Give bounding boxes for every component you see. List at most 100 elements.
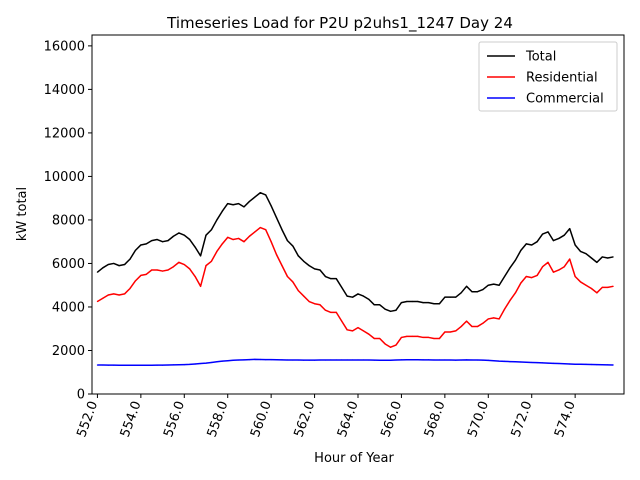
data-point: [596, 292, 598, 294]
data-point: [411, 335, 413, 337]
data-point: [520, 361, 522, 363]
data-point: [161, 364, 164, 366]
data-point: [607, 286, 609, 288]
data-point: [541, 266, 544, 268]
data-point: [585, 253, 587, 255]
data-point: [324, 359, 327, 361]
data-point: [536, 274, 538, 277]
data-point: [460, 359, 462, 361]
data-point: [547, 231, 549, 233]
data-point: [601, 256, 603, 258]
data-point: [281, 265, 283, 267]
data-point: [156, 238, 158, 241]
x-tick-label: 552.0: [74, 399, 101, 439]
data-point: [227, 236, 229, 238]
data-point: [254, 196, 256, 198]
data-point: [547, 261, 549, 263]
data-point: [498, 284, 500, 286]
data-point: [107, 263, 109, 266]
data-point: [270, 241, 272, 243]
data-point: [216, 250, 218, 253]
data-point: [520, 282, 522, 284]
data-point: [607, 257, 609, 259]
data-point: [368, 333, 370, 335]
data-point: [395, 359, 397, 361]
data-point: [341, 286, 343, 288]
y-axis-label: kW total: [15, 187, 30, 241]
legend-label-commercial: Commercial: [526, 92, 604, 107]
data-point: [585, 363, 587, 366]
data-point: [259, 192, 261, 194]
data-point: [216, 361, 218, 363]
data-point: [134, 249, 137, 251]
data-point: [411, 300, 413, 303]
data-point: [265, 229, 267, 231]
data-point: [558, 362, 560, 365]
data-point: [498, 318, 500, 320]
data-point: [460, 325, 462, 328]
data-point: [178, 232, 180, 234]
data-point: [167, 364, 169, 366]
data-point: [303, 260, 305, 262]
data-point: [351, 359, 354, 361]
data-point: [324, 275, 327, 278]
data-point: [140, 244, 142, 246]
data-point: [281, 229, 283, 231]
data-point: [411, 359, 413, 361]
data-point: [319, 304, 321, 306]
data-point: [178, 364, 180, 366]
data-point: [574, 363, 576, 365]
data-point: [558, 237, 560, 240]
x-axis-ticks: 552.0 554.0 556.0 558.0 560.0 562.0 564.0 566.0…: [74, 394, 579, 439]
data-point: [406, 335, 408, 337]
data-point: [509, 299, 511, 302]
data-point: [531, 276, 533, 279]
data-point: [563, 266, 565, 268]
data-point: [248, 359, 251, 361]
data-point: [465, 359, 468, 361]
y-tick-label: 0: [77, 388, 85, 403]
x-tick-label: 562.0: [292, 399, 319, 439]
data-point: [368, 359, 370, 361]
x-tick-label: 564.0: [335, 399, 362, 439]
data-point: [227, 203, 229, 205]
data-point: [384, 343, 386, 345]
data-point: [232, 238, 234, 241]
data-point: [292, 281, 294, 283]
data-point: [189, 238, 191, 241]
data-point: [313, 359, 316, 361]
data-point: [362, 295, 365, 297]
data-point: [189, 268, 191, 270]
data-point: [237, 203, 240, 205]
data-point: [427, 359, 430, 361]
data-point: [145, 364, 147, 366]
data-point: [107, 364, 109, 366]
data-point: [335, 359, 337, 361]
data-point: [118, 265, 120, 267]
data-point: [536, 362, 538, 364]
data-point: [357, 359, 359, 361]
data-point: [569, 258, 571, 260]
data-point: [303, 295, 305, 297]
data-point: [368, 298, 370, 300]
data-point: [351, 296, 354, 298]
data-point: [362, 359, 365, 361]
x-tick-label: 568.0: [422, 399, 449, 439]
data-point: [525, 275, 527, 278]
data-point: [281, 359, 283, 361]
data-point: [308, 265, 310, 267]
data-point: [476, 325, 479, 328]
data-point: [183, 263, 185, 266]
data-point: [406, 300, 408, 303]
data-point: [113, 293, 115, 295]
data-point: [531, 361, 533, 364]
data-point: [395, 344, 397, 346]
data-point: [118, 364, 120, 366]
data-point: [520, 249, 522, 251]
data-point: [172, 364, 175, 366]
data-point: [183, 234, 185, 236]
data-point: [433, 337, 435, 340]
data-point: [487, 284, 489, 286]
data-point: [134, 364, 137, 366]
legend: Total Residential Commercial: [478, 41, 618, 112]
